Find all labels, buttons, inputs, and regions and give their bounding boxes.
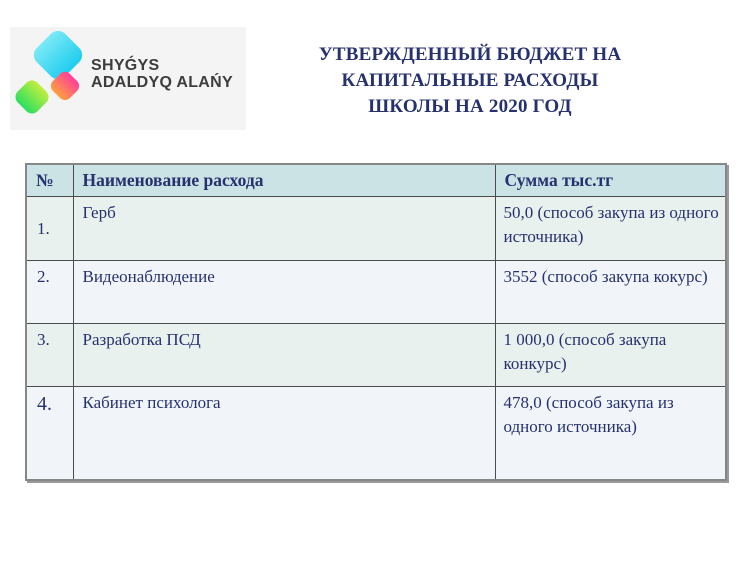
col-header-sum: Сумма тыс.тг: [494, 163, 727, 197]
table-header-row: № Наименование расхода Сумма тыс.тг: [25, 163, 727, 197]
expense-sum: 1 000,0 (способ закупа конкурс): [494, 323, 727, 387]
logo-panel: SHYǴYS ADALDYQ ALAŃY: [10, 26, 246, 130]
title-line-2: КАПИТАЛЬНЫЕ РАСХОДЫ: [341, 70, 599, 91]
table-row: 4. Кабинет психолога 478,0 (способ закуп…: [25, 386, 727, 480]
logo-line-1: SHYǴYS: [91, 57, 160, 74]
logo-line-2: ADALDYQ ALAŃY: [91, 74, 233, 91]
row-number: 3.: [25, 323, 74, 387]
row-number: 1.: [25, 196, 74, 261]
expense-name: Видеонаблюдение: [72, 260, 496, 324]
logo-wordmark: SHYǴYS ADALDYQ ALAŃY: [91, 57, 233, 91]
table-row: 2. Видеонаблюдение 3552 (способ закупа к…: [25, 260, 727, 324]
row-number: 2.: [25, 260, 74, 324]
expense-sum: 50,0 (способ закупа из одного источника): [494, 196, 727, 261]
table-row: 1. Герб 50,0 (способ закупа из одного ис…: [25, 196, 727, 261]
table-row: 3. Разработка ПСД 1 000,0 (способ закупа…: [25, 323, 727, 387]
expense-sum: 3552 (способ закупа кокурс): [494, 260, 727, 324]
title-line-1: УТВЕРЖДЕННЫЙ БЮДЖЕТ НА: [318, 44, 622, 65]
col-header-number: №: [25, 163, 74, 197]
page-title: УТВЕРЖДЕННЫЙ БЮДЖЕТ НА КАПИТАЛЬНЫЕ РАСХО…: [270, 42, 670, 120]
expense-name: Герб: [72, 196, 496, 261]
title-line-3: ШКОЛЫ НА 2020 ГОД: [368, 96, 572, 117]
col-header-name: Наименование расхода: [72, 163, 496, 197]
budget-table: № Наименование расхода Сумма тыс.тг 1. Г…: [25, 163, 727, 481]
expense-sum: 478,0 (способ закупа из одного источника…: [494, 386, 727, 480]
expense-name: Разработка ПСД: [72, 323, 496, 387]
row-number: 4.: [25, 386, 74, 480]
logo-green-diamond-icon: [12, 77, 52, 117]
expense-name: Кабинет психолога: [72, 386, 496, 480]
